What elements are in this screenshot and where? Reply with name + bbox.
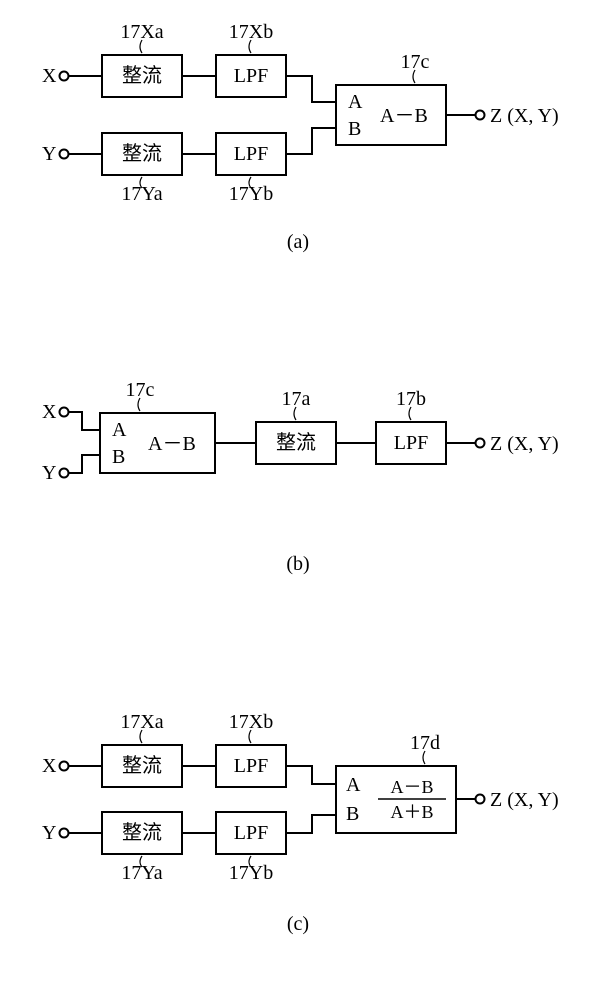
block-diff-A: A bbox=[112, 419, 127, 441]
block-ratio-num: A－B bbox=[390, 777, 433, 797]
block-yb-label: 17Yb bbox=[229, 862, 273, 884]
block-yb-text: LPF bbox=[234, 822, 268, 844]
block-yb-label: 17Yb bbox=[229, 183, 273, 205]
input-y-label: Y bbox=[42, 822, 56, 844]
caption-a: (a) bbox=[287, 231, 309, 253]
port-y bbox=[60, 469, 69, 478]
input-y-label: Y bbox=[42, 462, 56, 484]
block-ratio-A: A bbox=[346, 774, 361, 796]
caption-c: (c) bbox=[287, 913, 309, 935]
block-xa-text: 整流 bbox=[122, 64, 162, 87]
block-b-label: 17b bbox=[396, 388, 426, 410]
block-ratio-label: 17d bbox=[410, 732, 440, 754]
block-a-text: 整流 bbox=[276, 431, 316, 454]
input-x-label: X bbox=[42, 401, 57, 423]
block-xa-label: 17Xa bbox=[120, 711, 163, 733]
port-y bbox=[60, 829, 69, 838]
block-ya-label: 17Ya bbox=[121, 862, 162, 884]
port-y bbox=[60, 150, 69, 159]
wire bbox=[286, 128, 336, 154]
wire bbox=[68, 412, 100, 430]
input-y-label: Y bbox=[42, 143, 56, 165]
block-xb-text: LPF bbox=[234, 755, 268, 777]
block-ratio-den: A＋B bbox=[390, 802, 433, 822]
diagram-canvas: X 整流 17Xa LPF 17Xb Y 整流 17Ya LPF 17Yb bbox=[0, 0, 596, 1000]
sub-c: X 整流 17Xa LPF 17Xb Y 整流 17Ya LPF 17Yb bbox=[42, 711, 559, 935]
block-ya-text: 整流 bbox=[122, 821, 162, 844]
output-z-label: Z (X, Y) bbox=[490, 433, 559, 455]
output-z-label: Z (X, Y) bbox=[490, 789, 559, 811]
block-ya-label: 17Ya bbox=[121, 183, 162, 205]
port-x bbox=[60, 762, 69, 771]
output-z-label: Z (X, Y) bbox=[490, 105, 559, 127]
block-ratio-B: B bbox=[346, 803, 359, 825]
block-a-label: 17a bbox=[282, 388, 311, 410]
wire bbox=[286, 76, 336, 102]
port-x bbox=[60, 72, 69, 81]
wire bbox=[68, 455, 100, 473]
block-b-text: LPF bbox=[394, 432, 428, 454]
port-z bbox=[476, 795, 485, 804]
block-diff-A: A bbox=[348, 91, 363, 113]
block-diff-B: B bbox=[112, 446, 125, 468]
block-diff-op: A－B bbox=[380, 105, 428, 127]
port-z bbox=[476, 439, 485, 448]
sub-b: X Y A B A－B 17c 整流 17a LPF 17b Z (X, Y) … bbox=[42, 379, 559, 575]
block-diff-label: 17c bbox=[401, 51, 430, 73]
caption-b: (b) bbox=[286, 553, 309, 575]
port-z bbox=[476, 111, 485, 120]
block-xa-text: 整流 bbox=[122, 754, 162, 777]
block-xb-label: 17Xb bbox=[229, 21, 273, 43]
block-yb-text: LPF bbox=[234, 143, 268, 165]
wire bbox=[286, 815, 336, 833]
block-diff-B: B bbox=[348, 118, 361, 140]
block-xb-label: 17Xb bbox=[229, 711, 273, 733]
block-ya-text: 整流 bbox=[122, 142, 162, 165]
input-x-label: X bbox=[42, 65, 57, 87]
block-diff-op: A－B bbox=[148, 433, 196, 455]
port-x bbox=[60, 408, 69, 417]
sub-a: X 整流 17Xa LPF 17Xb Y 整流 17Ya LPF 17Yb bbox=[42, 21, 559, 253]
block-diff-label: 17c bbox=[126, 379, 155, 401]
block-xa-label: 17Xa bbox=[120, 21, 163, 43]
input-x-label: X bbox=[42, 755, 57, 777]
block-xb-text: LPF bbox=[234, 65, 268, 87]
wire bbox=[286, 766, 336, 784]
